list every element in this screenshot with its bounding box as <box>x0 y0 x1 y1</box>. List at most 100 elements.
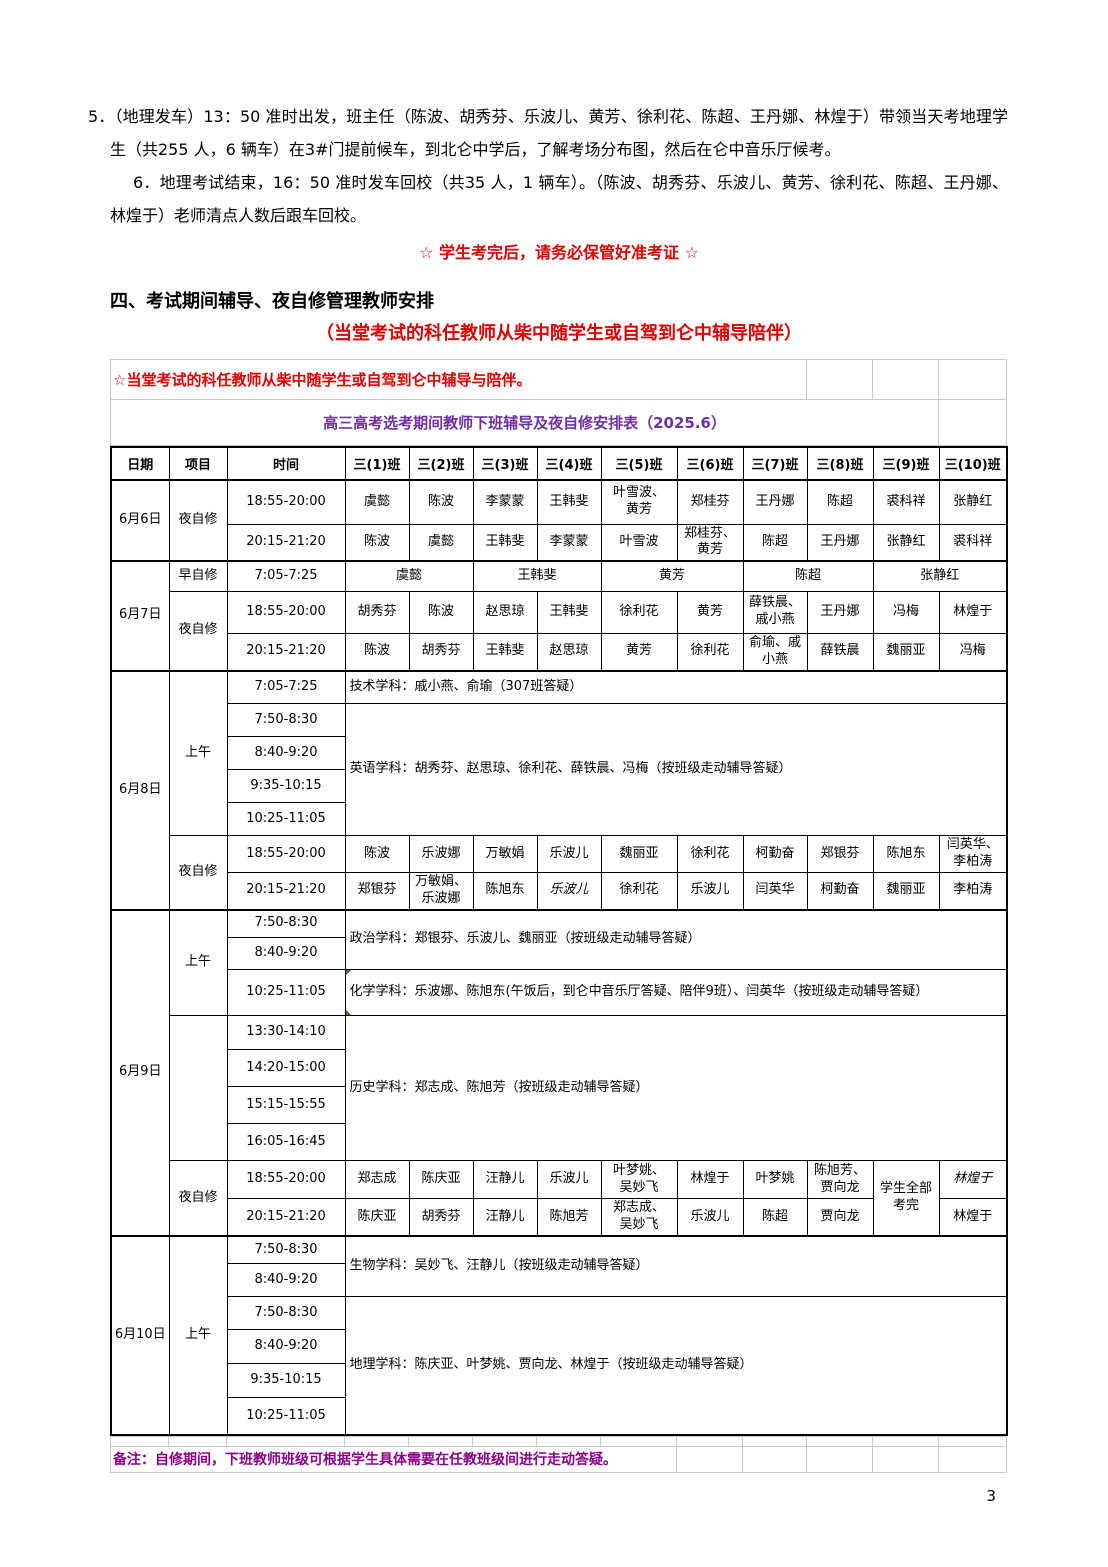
teacher-cell: 万敏娟 <box>472 835 538 873</box>
time-cell: 8:40-9:20 <box>226 736 346 771</box>
time-cell: 20:15-21:20 <box>226 523 346 563</box>
teacher-cell: 叶雪波、 黄芳 <box>600 479 678 525</box>
empty-cell <box>226 1435 345 1447</box>
time-cell: 9:35-10:15 <box>226 769 346 804</box>
teacher-cell: 虞懿 <box>344 560 474 592</box>
teacher-cell: 裘科祥 <box>938 523 1008 563</box>
teacher-cell: 陈波 <box>344 632 410 672</box>
empty-cell <box>536 1435 601 1447</box>
teacher-cell: 徐利花 <box>600 871 678 911</box>
teacher-cell: 魏丽亚 <box>600 835 678 873</box>
teacher-cell: 乐波娜 <box>408 835 474 873</box>
teacher-cell: 薛铁晨、 戚小燕 <box>742 590 808 634</box>
empty-cell <box>872 1445 939 1473</box>
list-item-5: 5．（地理发车）13：50 准时出发，班主任（陈波、胡秀芬、乐波儿、黄芳、徐利花… <box>88 107 1008 159</box>
empty-cell <box>938 1445 1007 1473</box>
table-row: 14:20-15:00 <box>111 1049 1007 1088</box>
teacher-cell: 郑志成、 吴妙飞 <box>600 1198 678 1237</box>
time-cell: 7:05-7:25 <box>226 670 346 705</box>
teacher-cell: 闫英华、 李柏涛 <box>938 835 1008 873</box>
date-cell: 6月9日 <box>110 909 170 1237</box>
teacher-cell: 陈旭东 <box>472 871 538 911</box>
time-cell: 18:55-20:00 <box>226 1160 346 1200</box>
footer-note-strip: 备注：自修期间，下班教师班级可根据学生具体需要在任教班级间进行走动答疑。 <box>110 1435 1007 1473</box>
teacher-cell: 俞瑜、戚 小燕 <box>742 632 808 672</box>
teacher-cell: 陈超 <box>742 523 808 563</box>
empty-cell <box>938 359 1008 400</box>
teacher-cell: 乐波儿 <box>676 871 744 911</box>
teacher-cell: 贾向龙 <box>806 1198 874 1237</box>
table-row: 20:15-21:20 陈庆亚 胡秀芬 汪静儿 陈旭芳 郑志成、 吴妙飞 乐波儿 陈超 贾向龙 林… <box>111 1198 1008 1237</box>
subject-cell: 英语学科：胡秀芬、赵思琼、徐利花、薛铁晨、冯梅（按班级走动辅导答疑） <box>344 703 1008 837</box>
teacher-cell: 王丹娜 <box>806 590 874 634</box>
teacher-cell: 陈超 <box>742 560 874 592</box>
teacher-cell: 王丹娜 <box>806 523 874 563</box>
teacher-cell: 乐波儿 <box>536 1160 602 1200</box>
table-row: 夜自修 18:55-20:00 陈波 乐波娜 万敏娟 乐波儿 魏丽亚 徐利花 柯勤奋 郑银芬 陈旭东… <box>111 835 1008 911</box>
teacher-cell: 王韩斐 <box>472 632 538 672</box>
teacher-cell: 闫英华 <box>742 871 808 911</box>
time-cell: 13:30-14:10 <box>226 1015 346 1051</box>
time-cell: 10:25-11:05 <box>226 1397 346 1436</box>
table-note-strip: ☆当堂考试的科任教师从柴中随学生或自驾到仑中辅导与陪伴。 高三高考选考期间教师下… <box>109 359 1008 446</box>
teacher-cell: 李蒙蒙 <box>536 523 602 563</box>
table-row: 10:25-11:05 <box>111 802 1007 837</box>
session-cell: 上午 <box>168 1235 228 1436</box>
teacher-cell: 乐波儿 <box>676 1198 744 1237</box>
time-cell: 7:50-8:30 <box>226 703 346 738</box>
teacher-cell: 王韩斐 <box>536 479 602 525</box>
column-header: 三(2)班 <box>408 446 474 481</box>
schedule-table: 日期 项目 时间 三(1)班 三(2)班 三(3)班 三(4)班 三(5)班 三(6)班 三(7)… <box>110 446 1008 1436</box>
empty-cell <box>344 1435 409 1447</box>
teacher-cell: 郑银芬 <box>344 871 410 911</box>
time-cell: 8:40-9:20 <box>226 937 346 971</box>
teacher-cell: 徐利花 <box>676 835 744 873</box>
teacher-cell: 乐波儿 <box>536 871 602 911</box>
footer-note-row: 备注：自修期间，下班教师班级可根据学生具体需要在任教班级间进行走动答疑。 <box>110 1445 1007 1473</box>
column-header: 日期 <box>110 446 170 481</box>
subject-cell: 历史学科：郑志成、陈旭芳（按班级走动辅导答疑） <box>344 1015 1008 1162</box>
star-note-row: ☆当堂考试的科任教师从柴中随学生或自驾到仑中辅导与陪伴。 <box>109 359 1008 400</box>
time-cell: 10:25-11:05 <box>226 802 346 837</box>
time-cell: 10:25-11:05 <box>226 969 346 1017</box>
column-header: 时间 <box>226 446 346 481</box>
table-row: 夜自修 18:55-20:00 胡秀芬 陈波 赵思琼 王韩斐 徐利花 黄芳 薛铁晨、 戚小燕 王丹… <box>111 590 1008 672</box>
table-row: 6月10日 上午 7:50-8:30 生物学科：吴妙飞、汪静儿（按班级走动辅导答疑） <box>110 1235 1008 1436</box>
teacher-cell: 陈超 <box>806 479 874 525</box>
table-row: 10:25-11:05 化学学科：乐波娜、陈旭东(午饭后，到仑中音乐厅答疑、陪伴9… <box>111 969 1008 1017</box>
time-cell: 20:15-21:20 <box>226 1198 346 1237</box>
date-cell: 6月8日 <box>110 670 170 911</box>
session-cell: 夜自修 <box>168 590 228 672</box>
empty-cell <box>676 1445 743 1473</box>
table-title: 高三高考选考期间教师下班辅导及夜自修安排表（2025.6） <box>109 399 940 446</box>
schedule-header-row: 日期 项目 时间 三(1)班 三(2)班 三(3)班 三(4)班 三(5)班 三(6)班 三(7)… <box>110 446 1008 481</box>
time-cell: 20:15-21:20 <box>226 632 346 672</box>
teacher-cell: 乐波儿 <box>536 835 602 873</box>
teacher-cell: 王韩斐 <box>472 560 602 592</box>
teacher-cell: 柯勤奋 <box>806 871 874 911</box>
teacher-cell: 陈庆亚 <box>344 1198 410 1237</box>
teacher-cell: 徐利花 <box>600 590 678 634</box>
table-row: 15:15-15:55 <box>111 1086 1007 1125</box>
teacher-cell: 陈波 <box>408 479 474 525</box>
column-header: 三(6)班 <box>676 446 744 481</box>
teacher-cell: 林煌于 <box>676 1160 744 1200</box>
teacher-cell: 郑桂芬、 黄芳 <box>676 523 744 563</box>
teacher-cell: 郑桂芬 <box>676 479 744 525</box>
teacher-cell: 陈波 <box>408 590 474 634</box>
subject-cell: 生物学科：吴妙飞、汪静儿（按班级走动辅导答疑） <box>344 1235 1008 1298</box>
empty-cell <box>472 1435 537 1447</box>
session-cell <box>168 1015 228 1162</box>
teacher-cell: 学生全部 考完 <box>872 1160 940 1237</box>
teacher-cell: 胡秀芬 <box>408 1198 474 1237</box>
teacher-cell: 林煌于 <box>938 590 1008 634</box>
teacher-cell: 叶梦姚、 吴妙飞 <box>600 1160 678 1200</box>
empty-cell <box>168 1435 227 1447</box>
time-cell: 18:55-20:00 <box>226 590 346 634</box>
table-row: 9:35-10:15 <box>111 769 1007 804</box>
empty-cell <box>938 399 1008 446</box>
teacher-cell: 张静红 <box>872 523 940 563</box>
time-cell: 14:20-15:00 <box>226 1049 346 1088</box>
teacher-cell: 李柏涛 <box>938 871 1008 911</box>
column-header: 三(8)班 <box>806 446 874 481</box>
